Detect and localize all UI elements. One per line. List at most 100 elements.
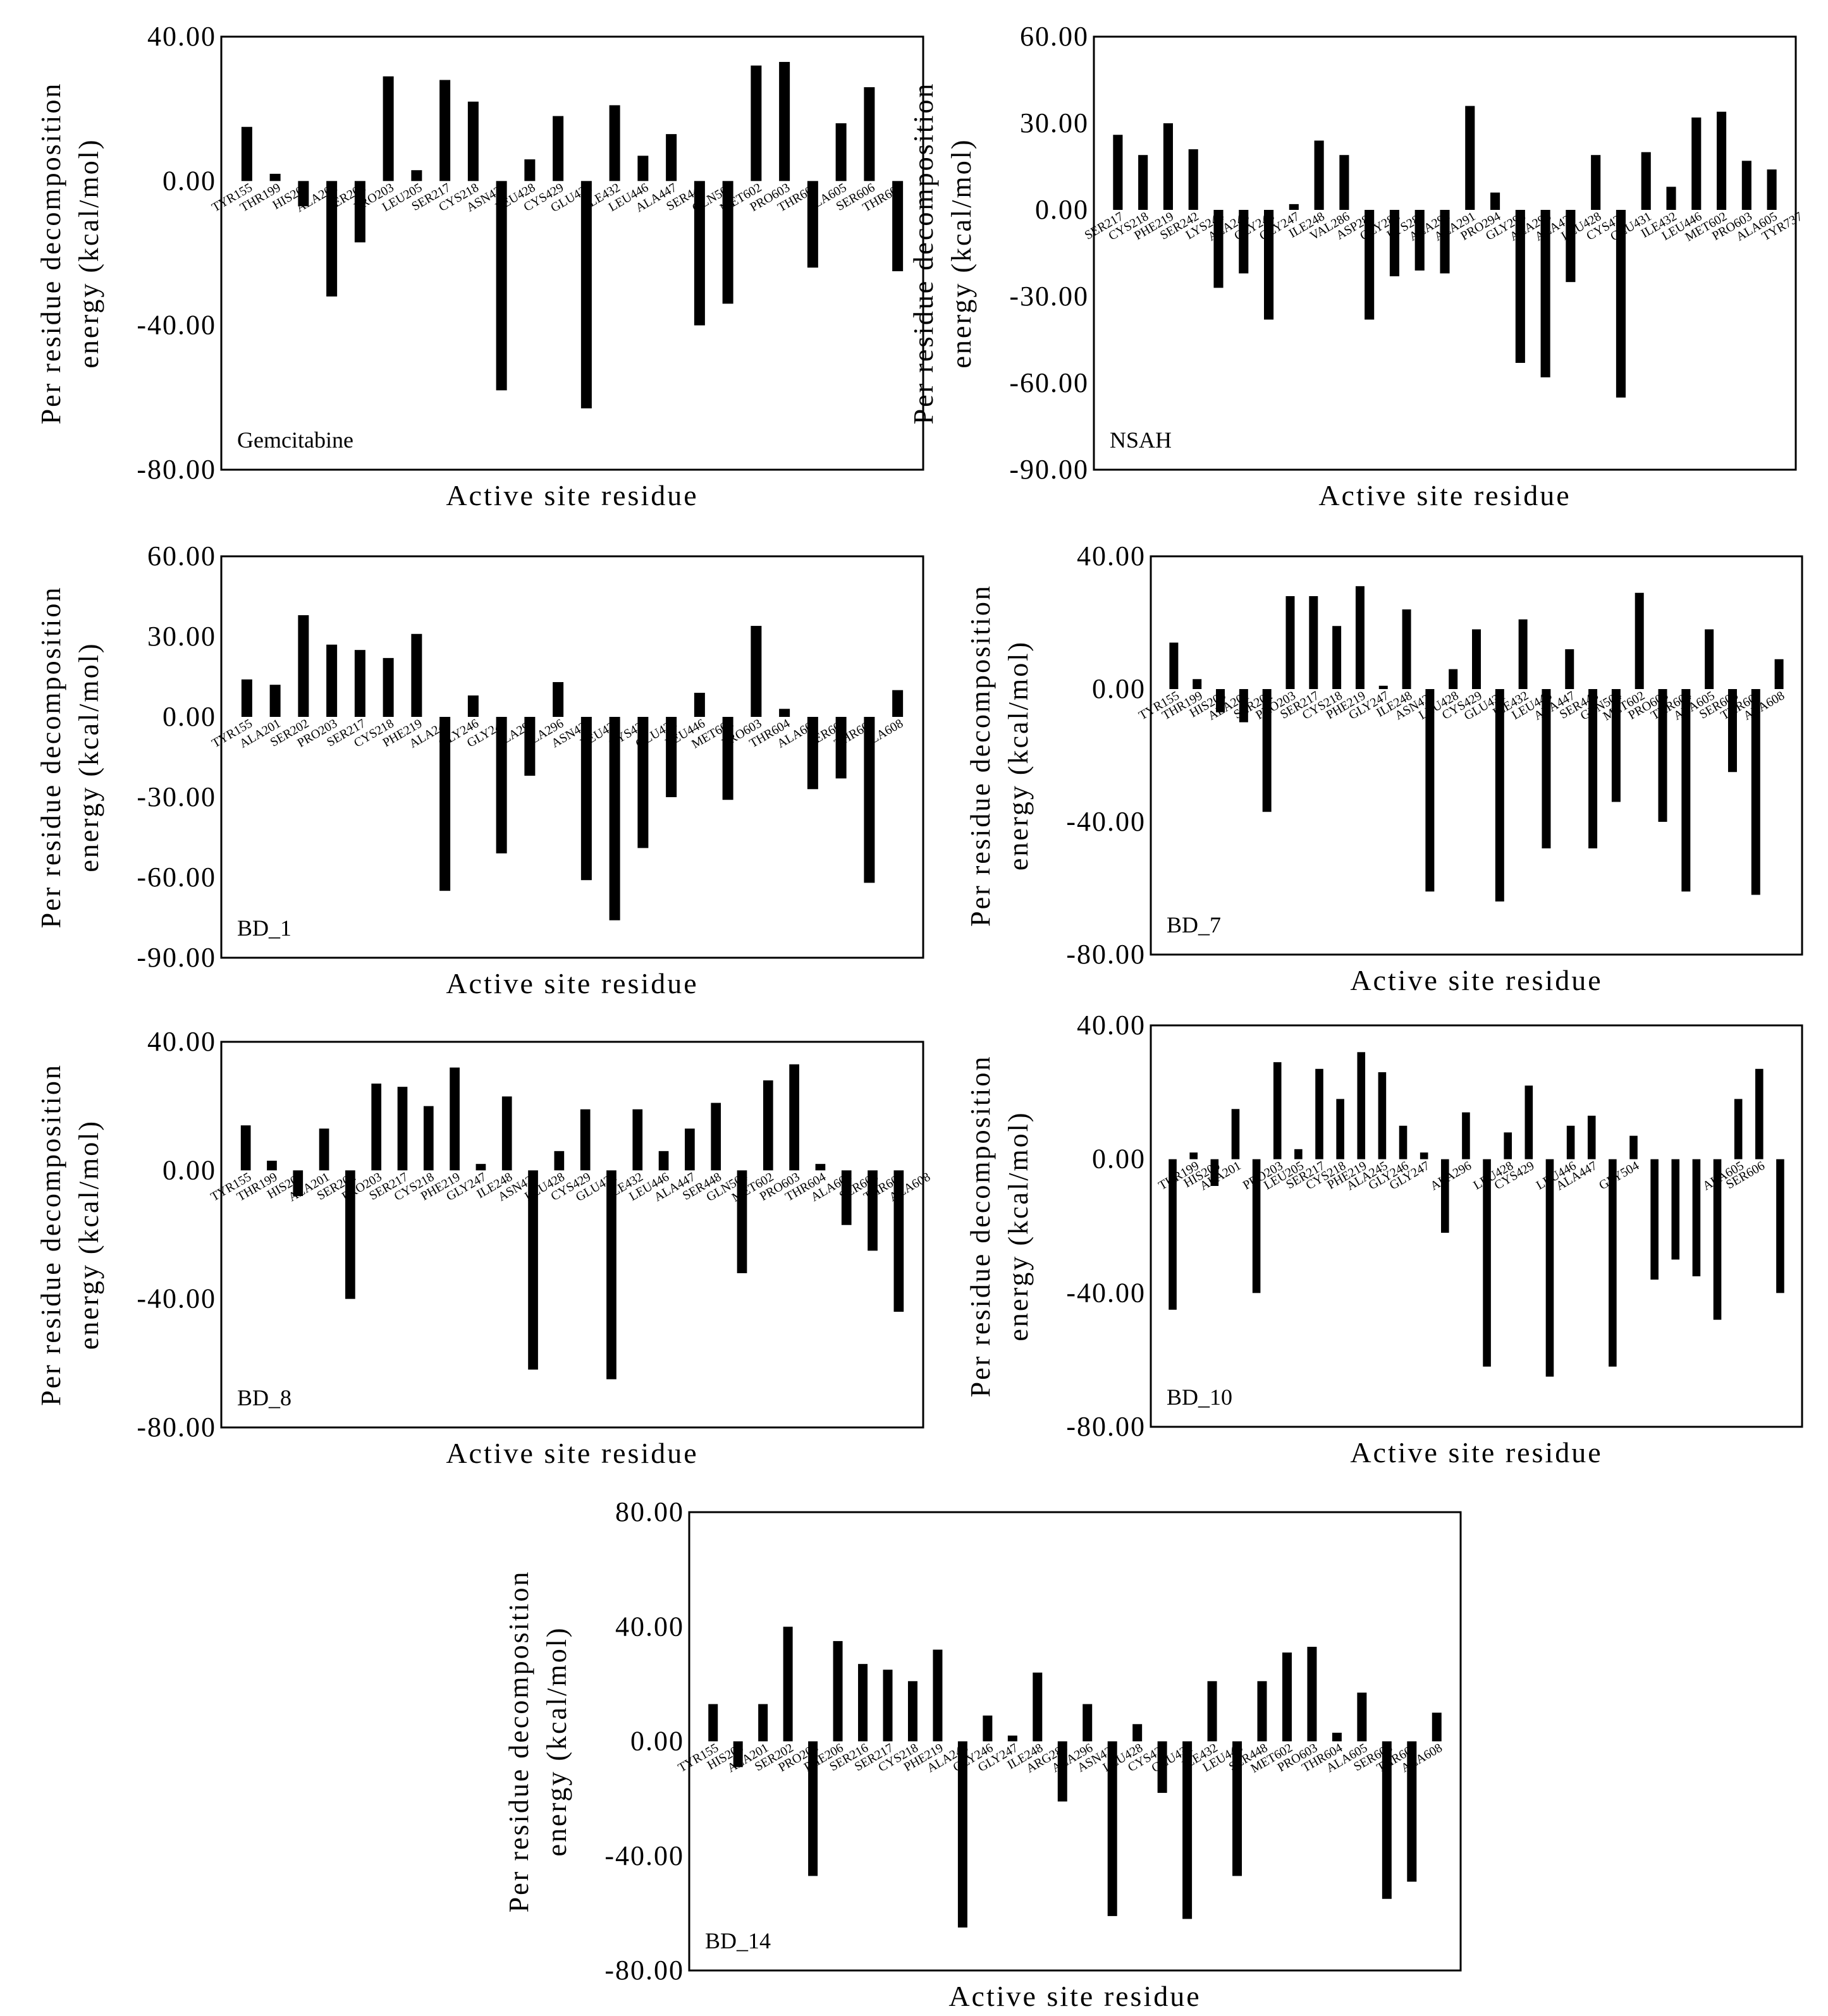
- bar-asn427: [528, 1170, 538, 1370]
- bar-ala447: [685, 1128, 695, 1171]
- bar-item-14: [1441, 1159, 1449, 1233]
- y-axis-label-line1: Per residue decomposition: [35, 1063, 66, 1406]
- bar-ile432: [1207, 1681, 1217, 1742]
- bar-ile432: [632, 1109, 643, 1171]
- bar-item-26: [1692, 1159, 1701, 1276]
- bar-ile432: [609, 105, 620, 181]
- y-axis-label-line1: Per residue decomposition: [965, 1055, 996, 1398]
- bar-ala245: [1239, 210, 1249, 274]
- y-tick-label: -80.00: [137, 454, 216, 485]
- bar-cys218: [423, 1106, 434, 1171]
- bar-gly246: [1263, 210, 1274, 320]
- bar-gln504: [722, 181, 733, 304]
- bar-ile248: [1402, 609, 1411, 689]
- bar-ser448: [694, 181, 705, 326]
- bar-leu205: [1294, 1149, 1303, 1159]
- bar-met602: [763, 1080, 773, 1171]
- bar-tyr155: [708, 1704, 718, 1742]
- bar-phe219: [1357, 1052, 1366, 1159]
- bar-item-1: [1169, 1159, 1177, 1310]
- bar-pro203: [808, 1741, 818, 1876]
- bar-tyr155: [241, 126, 252, 181]
- x-axis-label: Active site residue: [1318, 479, 1571, 511]
- x-tick-label: ALA296: [1428, 1159, 1474, 1194]
- y-axis-label-line1: Per residue decomposition: [35, 82, 66, 425]
- bar-ser217: [397, 1087, 408, 1171]
- chart-panel-1: 40.000.00-40.00-80.00TYR155THR199HIS200A…: [35, 21, 924, 511]
- bar-val286: [1339, 155, 1349, 210]
- bar-ala245: [957, 1741, 967, 1928]
- bar-cys218: [383, 657, 394, 717]
- bar-ala605: [1734, 1099, 1743, 1159]
- bar-gly246: [467, 695, 479, 717]
- bar-ile248: [1314, 140, 1324, 210]
- bar-ala245: [439, 717, 451, 891]
- bar-thr604: [779, 709, 790, 717]
- bar-met602: [1635, 592, 1644, 689]
- bar-tyr155: [241, 679, 252, 717]
- bar-gly247: [475, 1164, 486, 1171]
- bar-thr608: [892, 181, 904, 272]
- bar-leu446: [1542, 689, 1551, 848]
- bar-cys429: [1472, 629, 1481, 689]
- y-axis-label-line2: energy (kcal/mol): [541, 1626, 572, 1856]
- panel-title: Gemcitabine: [237, 427, 353, 453]
- bar-asn427: [496, 181, 507, 391]
- bar-cys218: [1332, 626, 1342, 689]
- panel-title: BD_1: [237, 915, 291, 941]
- bar-ser242: [1188, 149, 1198, 210]
- y-tick-label: 40.00: [615, 1611, 684, 1642]
- y-tick-label: -80.00: [137, 1412, 216, 1443]
- x-axis-label: Active site residue: [446, 1437, 698, 1469]
- bar-ala608: [892, 690, 904, 717]
- y-axis-label-line1: Per residue decomposition: [908, 82, 939, 425]
- y-tick-label: -30.00: [137, 781, 216, 812]
- bar-leu428: [1449, 669, 1458, 689]
- bar-ala296: [1540, 210, 1550, 377]
- bar-tyr155: [240, 1125, 251, 1171]
- bar-ser202: [298, 615, 309, 717]
- bar-ile432: [1518, 619, 1528, 689]
- bar-ala447: [1565, 649, 1574, 689]
- bar-ser448: [711, 1103, 721, 1171]
- bar-ser606: [864, 87, 875, 181]
- bar-thr604: [1681, 689, 1691, 892]
- bar-leu428: [1504, 1132, 1512, 1159]
- bar-lys289: [1414, 210, 1425, 271]
- plot-frame: [220, 1041, 924, 1429]
- bar-ala605: [807, 717, 818, 790]
- bar-ala427: [1566, 210, 1576, 283]
- bar-ala201: [326, 181, 338, 296]
- bar-ala201: [1231, 1109, 1240, 1159]
- bar-thr199: [267, 1161, 277, 1171]
- x-axis-label: Active site residue: [1350, 1436, 1602, 1469]
- y-tick-label: 40.00: [1077, 1010, 1146, 1041]
- bar-thr199: [1193, 679, 1202, 689]
- bar-leu446: [1566, 1125, 1575, 1159]
- bar-leu446: [1691, 117, 1702, 210]
- bar-ser202: [354, 181, 365, 243]
- bar-his200: [293, 1170, 304, 1196]
- x-axis-label: Active site residue: [446, 967, 698, 999]
- plot-frame: [1150, 555, 1803, 956]
- y-tick-label: -40.00: [137, 310, 216, 341]
- bar-ser217: [883, 1670, 893, 1742]
- bar-ala608: [1774, 659, 1784, 689]
- y-tick-label: 0.00: [1092, 673, 1146, 704]
- bar-ala201: [1239, 689, 1248, 723]
- bar-pro603: [751, 626, 762, 717]
- bar-pro603: [789, 1064, 799, 1171]
- y-tick-label: 80.00: [615, 1496, 684, 1527]
- y-axis-label-line2: energy (kcal/mol): [73, 1120, 104, 1350]
- bar-pro603: [1741, 161, 1751, 210]
- y-tick-label: -90.00: [1009, 454, 1089, 485]
- y-tick-label: -80.00: [604, 1955, 684, 1986]
- y-axis-label-line1: Per residue decomposition: [35, 586, 66, 929]
- bar-cys218: [907, 1681, 917, 1742]
- y-axis-label-line2: energy (kcal/mol): [1003, 1111, 1034, 1341]
- y-tick-label: 0.00: [163, 701, 216, 732]
- bar-cys429: [1157, 1741, 1167, 1793]
- bar-met602: [1282, 1653, 1292, 1742]
- bar-ser202: [1262, 689, 1272, 812]
- bar-glu431: [606, 1170, 616, 1379]
